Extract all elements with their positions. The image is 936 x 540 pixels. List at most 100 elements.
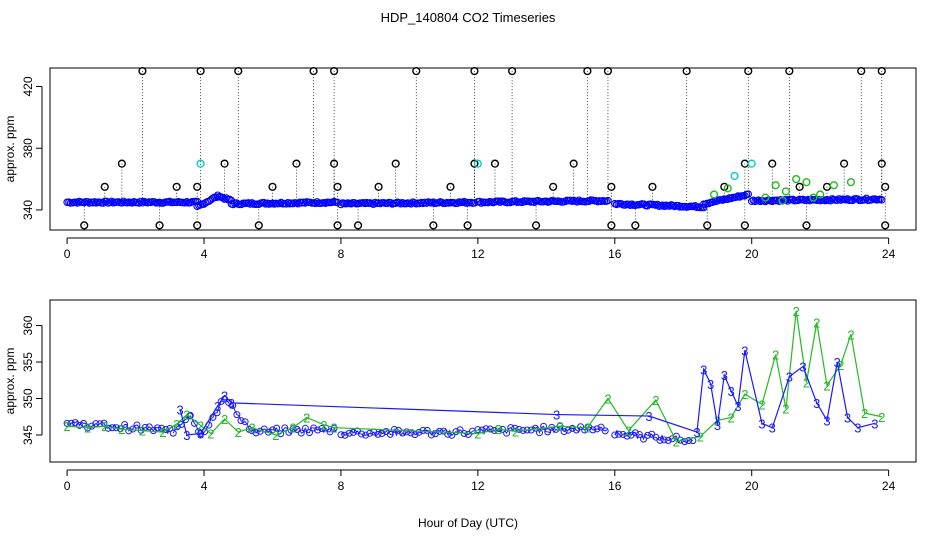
spikes-high-point (583, 66, 592, 76)
series-2-point: 2 (697, 429, 704, 444)
bottom-axes: 0 4 8 12 16 20 24 345 350 355 360 (21, 315, 896, 493)
series-3-point: 3 (823, 413, 830, 428)
spikes-high-point (877, 66, 886, 76)
baseline-point (237, 200, 246, 209)
top-panel: approx. ppm 0 4 8 12 16 20 24 340 380 420 (3, 66, 917, 261)
bottom-x-tick-label: 0 (64, 479, 71, 493)
spikes-mid-point (117, 159, 126, 168)
series-3-line (179, 350, 876, 436)
spikes-mid-point (330, 159, 339, 168)
spikes-mid-point (391, 159, 400, 168)
series-3-point: 3 (741, 343, 748, 358)
baseline-point (741, 191, 749, 200)
x-axis-label: Hour of Day (UTC) (418, 516, 518, 530)
series-2-point: 2 (861, 406, 868, 421)
series-3-point (273, 424, 281, 432)
spikes-mid-point (220, 159, 229, 168)
series-3-point (540, 422, 548, 430)
baseline-point (248, 199, 256, 207)
series-3-point (656, 436, 664, 444)
series-3-point (268, 426, 276, 434)
series-3-line (172, 415, 190, 434)
spikes-bottom-point (155, 221, 164, 230)
baseline-point (718, 196, 727, 204)
series-2-point: 2 (248, 421, 255, 436)
series-3-point (341, 431, 349, 439)
green-scatter-point (771, 181, 780, 190)
green-scatter-point (723, 184, 732, 193)
series-2-point: 2 (118, 422, 125, 437)
series-3-point (685, 437, 693, 445)
green-scatter-point (792, 174, 801, 184)
series-2-point: 2 (320, 418, 327, 433)
series-3-point: 3 (786, 370, 793, 385)
spikes-low-point (549, 182, 558, 191)
baseline-point (660, 202, 669, 211)
spikes-low-point (795, 182, 804, 191)
spikes-mid-point (490, 159, 500, 168)
spikes-bottom-point (80, 221, 89, 230)
spikes-high-point (507, 66, 517, 76)
green-scatter-point (781, 187, 791, 196)
baseline-point (219, 194, 227, 202)
green-scatter-point (802, 178, 811, 187)
baseline-point (653, 200, 662, 209)
spikes-bottom-point (463, 221, 472, 230)
series-3-point (640, 435, 648, 443)
series-3-point (297, 429, 305, 437)
series-3-line (200, 397, 224, 435)
spikes-low-point (172, 182, 181, 191)
series-3-point: 3 (758, 416, 765, 431)
green-scatter-point (846, 178, 856, 187)
series-3-point (337, 431, 345, 439)
series-2-point: 2 (289, 421, 296, 436)
series-3-point (301, 424, 309, 432)
series-3-point (544, 428, 552, 436)
top-x-tick-label: 8 (338, 247, 345, 261)
bottom-x-tick-label: 20 (745, 479, 759, 493)
bottom-y-tick-label: 345 (21, 425, 35, 445)
series-3-point (158, 424, 166, 432)
series-3-point (681, 438, 689, 446)
series-3-point: 3 (834, 355, 841, 370)
green-scatter-point (761, 193, 770, 202)
series-2-point: 2 (793, 304, 800, 319)
series-2-point: 2 (823, 378, 830, 393)
series-2-point: 2 (221, 412, 228, 427)
series-2-point: 2 (139, 424, 146, 439)
series-2-point: 2 (303, 410, 310, 425)
series-3-point (362, 431, 370, 439)
series-2-point: 2 (330, 421, 337, 436)
series-3-point (419, 426, 427, 434)
cyan-point (747, 159, 756, 168)
spikes-low-point (648, 182, 657, 191)
series-3-point (305, 429, 313, 437)
series-3-point: 3 (721, 368, 728, 383)
spikes-bottom-point (881, 221, 890, 230)
series-3-point (623, 432, 631, 440)
series-3-point (452, 428, 460, 436)
spikes-mid-point (840, 159, 849, 168)
baseline-point (136, 197, 145, 206)
bottom-y-tick-label: 350 (21, 388, 35, 408)
series-2-point: 2 (625, 424, 632, 439)
spikes-bottom-point (193, 221, 202, 230)
series-2-point: 2 (803, 375, 810, 390)
spikes-high-point (785, 66, 794, 76)
baseline-point (494, 197, 503, 205)
top-y-tick-label: 420 (21, 76, 35, 96)
top-x-tick-label: 24 (882, 247, 896, 261)
spikes-low-point (333, 182, 342, 191)
series-2-point: 2 (813, 316, 820, 331)
spikes-low-point (607, 182, 616, 191)
spikes-high-point (744, 66, 753, 76)
bottom-x-tick-label: 8 (338, 479, 345, 493)
spikes-mid-point (877, 159, 886, 168)
bottom-y-tick-label: 355 (21, 352, 35, 372)
series-3-point: 3 (871, 416, 878, 431)
baseline-point (244, 199, 253, 207)
series-3-point (133, 421, 141, 429)
series-3-point (129, 425, 137, 433)
